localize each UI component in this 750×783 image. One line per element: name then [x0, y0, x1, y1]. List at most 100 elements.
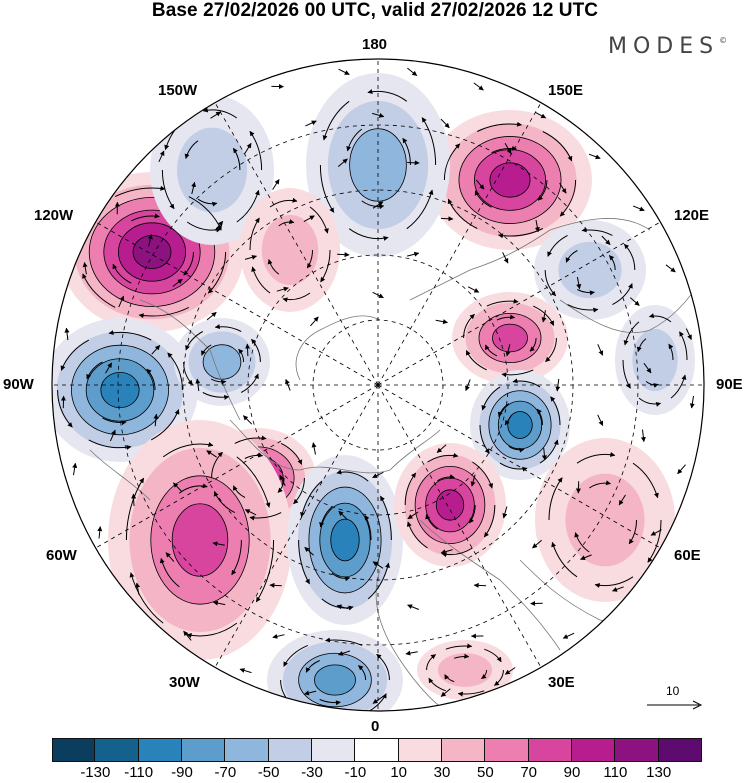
- streamline: [545, 337, 557, 363]
- brand-logo: MODES©: [608, 34, 727, 59]
- streamline: [146, 368, 156, 391]
- lon-label-60w: 60W: [46, 547, 77, 564]
- lon-label-0: 0: [371, 718, 380, 735]
- streamline: [207, 251, 227, 294]
- streamline: [380, 495, 392, 541]
- streamline: [348, 228, 389, 241]
- streamline: [589, 480, 611, 489]
- anomaly-contour: [558, 241, 622, 299]
- colorbar-swatch: [268, 738, 312, 762]
- streamline: [679, 331, 688, 361]
- wind-arrow: [407, 160, 420, 166]
- streamline: [427, 452, 459, 463]
- wind-arrow: [337, 252, 350, 258]
- meridian: [95, 221, 379, 386]
- streamline: [364, 514, 372, 541]
- wind-arrow: [336, 604, 349, 610]
- streamline: [465, 350, 488, 371]
- coastline: [89, 449, 151, 501]
- wind-arrow: [407, 67, 418, 76]
- wind-arrow: [685, 328, 692, 340]
- streamline: [463, 313, 475, 339]
- colorbar: [52, 738, 702, 762]
- streamline: [57, 389, 73, 428]
- wind-arrow: [304, 546, 314, 556]
- wind-arrow: [239, 668, 252, 674]
- streamline: [437, 474, 455, 482]
- wind-arrow: [618, 494, 626, 506]
- streamline: [367, 89, 408, 102]
- wind-arrow: [272, 179, 280, 190]
- wind-arrow: [210, 111, 222, 119]
- streamline: [425, 514, 438, 530]
- colorbar-tick-label: 10: [390, 764, 407, 781]
- colorbar-swatch: [572, 738, 616, 762]
- wind-arrow: [436, 444, 447, 453]
- streamline: [536, 408, 543, 426]
- anomaly-contour: [632, 328, 678, 392]
- coastline: [559, 279, 701, 334]
- streamline: [421, 117, 437, 166]
- colorbar-tick-label: -130: [80, 764, 111, 781]
- wind-arrow: [406, 251, 420, 257]
- wind-arrow: [475, 179, 485, 190]
- anomaly-kamchatka-high: [428, 110, 592, 250]
- wind-arrow: [504, 142, 512, 155]
- streamline: [428, 677, 446, 692]
- wind-arrow: [305, 120, 317, 127]
- streamline: [485, 344, 498, 357]
- streamline: [319, 699, 341, 706]
- colorbar-swatch: [225, 738, 269, 762]
- streamline: [481, 669, 488, 680]
- streamline: [178, 483, 208, 494]
- anomaly-contour: [202, 344, 242, 380]
- streamline: [188, 196, 222, 231]
- wind-arrow: [109, 429, 116, 442]
- streamline: [322, 100, 350, 141]
- streamline: [319, 164, 335, 213]
- streamline: [581, 227, 613, 236]
- streamline: [491, 145, 517, 154]
- colorbar-swatch: [182, 738, 226, 762]
- wind-arrow: [212, 541, 225, 547]
- streamline: [114, 185, 166, 198]
- streamline: [406, 521, 428, 549]
- wind-arrow: [338, 68, 350, 75]
- map-border: [51, 58, 705, 712]
- colorbar-frame: [52, 738, 702, 762]
- anomaly-contour: [489, 162, 531, 198]
- streamline: [231, 539, 242, 576]
- streamline: [251, 338, 261, 363]
- streamline: [249, 512, 282, 521]
- streamline: [468, 504, 476, 524]
- streamline: [138, 306, 190, 319]
- streamline: [636, 338, 647, 353]
- anomaly-north-atlantic-low: [287, 455, 403, 625]
- streamline: [213, 491, 236, 514]
- map-title: Base 27/02/2026 00 UTC, valid 27/02/2026…: [151, 0, 599, 21]
- streamline: [283, 644, 308, 667]
- anomaly-east-atlantic-low: [267, 630, 403, 711]
- streamline: [309, 206, 329, 234]
- wind-arrow: [534, 111, 547, 119]
- streamline: [668, 343, 674, 361]
- streamline: [300, 480, 323, 518]
- wind-arrow: [245, 343, 251, 357]
- anomaly-central-asia-low: [534, 220, 646, 320]
- streamline: [594, 576, 634, 588]
- wind-arrow: [64, 327, 70, 341]
- wind-arrow: [276, 286, 289, 292]
- streamline: [612, 283, 633, 306]
- streamline: [211, 451, 223, 479]
- colorbar-tick-label: 130: [646, 764, 672, 781]
- streamline: [320, 249, 331, 283]
- wind-arrow: [372, 112, 385, 118]
- anomaly-contour: [314, 664, 356, 696]
- wind-arrow: [338, 510, 348, 520]
- wind-arrow: [470, 474, 476, 487]
- wind-arrow: [502, 252, 509, 264]
- reference-vector-label: 10: [666, 684, 680, 698]
- wind-arrow: [244, 509, 257, 516]
- wind-arrow: [97, 526, 103, 539]
